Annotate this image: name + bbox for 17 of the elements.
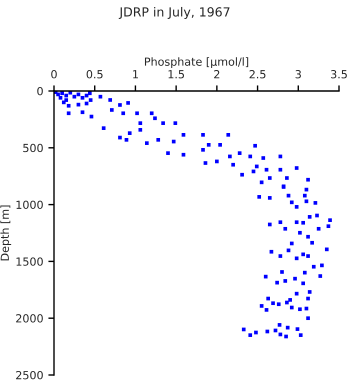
y-tick-label: 1500 xyxy=(16,257,43,266)
x-tick-label: 0.5 xyxy=(86,70,103,78)
y-tick-label: 2000 xyxy=(16,314,43,323)
y-tick-label: 500 xyxy=(23,144,43,152)
x-tick-label: 2 xyxy=(214,70,220,78)
x-axis-title: Phosphate [µmol/l] xyxy=(144,57,248,68)
x-tick-label: 3 xyxy=(296,70,301,78)
y-tick-label: 0 xyxy=(37,86,43,96)
y-tick-label: 1000 xyxy=(16,200,43,209)
y-tick-label: 2500 xyxy=(16,370,43,380)
x-tick-label: 1.5 xyxy=(168,70,184,78)
x-tick-label: 3.5 xyxy=(331,70,347,78)
x-tick-label: 1 xyxy=(133,70,138,78)
chart-title: JDRP in July, 1967 xyxy=(118,6,230,20)
x-tick-label: 0 xyxy=(51,70,57,78)
y-axis-title: Depth [m] xyxy=(0,206,12,260)
x-tick-label: 2.5 xyxy=(250,70,266,78)
